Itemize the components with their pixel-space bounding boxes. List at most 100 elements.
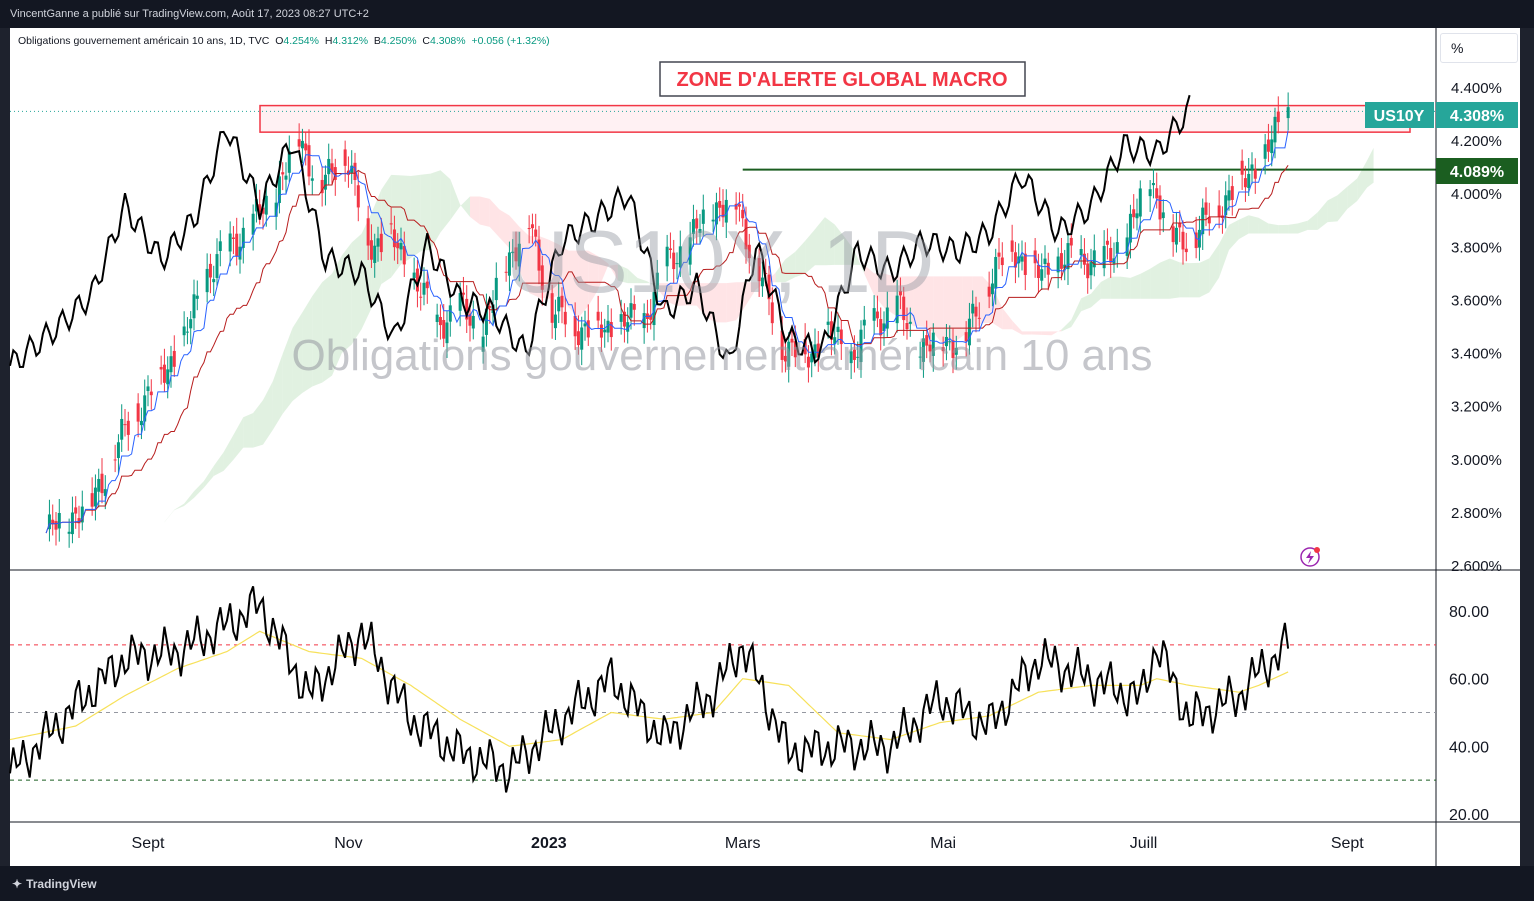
time-tick-label: Juill — [1130, 835, 1158, 852]
candle-body — [583, 323, 587, 327]
kijun-line — [45, 165, 1289, 534]
candle-body — [488, 306, 492, 308]
candle-body — [1217, 205, 1221, 218]
watermark-symbol: US10Y, 1D — [506, 212, 935, 311]
cloud-segment — [1219, 224, 1229, 278]
candle-body — [1102, 246, 1106, 269]
alert-lightning-icon[interactable] — [1300, 547, 1320, 567]
candle-body — [445, 322, 449, 344]
candle-body — [757, 258, 761, 282]
price-tick-label: 4.400% — [1451, 80, 1502, 97]
candle-body — [1151, 183, 1155, 186]
candle-body — [189, 319, 193, 329]
candle-body — [241, 227, 245, 248]
candle-body — [468, 314, 472, 326]
rsi-tick-label: 80.00 — [1449, 604, 1489, 621]
candle-body — [721, 204, 725, 218]
candle-body — [1132, 209, 1136, 218]
candle-body — [300, 140, 304, 149]
candle-body — [419, 296, 423, 298]
candle-body — [1263, 144, 1267, 159]
candle-body — [695, 218, 699, 229]
candle-body — [741, 209, 745, 219]
candle-body — [672, 252, 676, 270]
candle-body — [1204, 202, 1208, 215]
candle-body — [1207, 217, 1211, 224]
legend-c-label: C — [422, 35, 430, 47]
cloud-segment — [381, 174, 392, 285]
series-legend[interactable]: Obligations gouvernement américain 10 an… — [18, 35, 550, 47]
candle-body — [974, 306, 978, 317]
cloud-segment — [795, 240, 806, 278]
candle-body — [941, 347, 945, 352]
candle-body — [47, 514, 51, 530]
candle-body — [856, 356, 860, 358]
candle-body — [366, 218, 370, 246]
candle-body — [783, 355, 787, 362]
candle-body — [1013, 252, 1017, 268]
candle-body — [70, 512, 74, 535]
candle-body — [1158, 195, 1162, 220]
cloud-segment — [854, 250, 865, 274]
cloud-segment — [332, 255, 342, 376]
candle-body — [977, 317, 981, 319]
cloud-segment — [302, 296, 313, 393]
candle-body — [77, 518, 81, 524]
candle-body — [527, 228, 531, 230]
candle-body — [258, 204, 262, 213]
candle-body — [415, 268, 419, 292]
candle-body — [790, 338, 794, 343]
candle-body — [103, 489, 107, 496]
zone-label-box[interactable]: ZONE D'ALERTE GLOBAL MACRO — [659, 61, 1026, 97]
cloud-segment — [174, 503, 185, 511]
candle-body — [649, 314, 653, 320]
cloud-segment — [1051, 329, 1062, 336]
cloud-segment — [410, 174, 421, 259]
rsi-ma-line — [9, 630, 1289, 747]
cloud-segment — [341, 242, 352, 353]
candle-body — [534, 229, 538, 237]
alert-zone — [10, 104, 1436, 171]
candle-body — [1243, 178, 1247, 188]
candle-body — [1066, 243, 1070, 270]
candle-body — [833, 337, 837, 344]
candle-body — [1046, 262, 1050, 275]
cloud-segment — [371, 189, 382, 309]
candle-body — [287, 151, 291, 173]
cloud-segment — [529, 235, 539, 298]
candle-body — [192, 294, 196, 319]
candle-body — [540, 265, 544, 290]
candle-body — [596, 311, 600, 321]
candle-body — [304, 143, 308, 151]
cloud-segment — [1110, 276, 1121, 299]
candle-body — [655, 272, 659, 290]
cloud-segment — [1298, 220, 1308, 234]
candle-body — [1069, 237, 1073, 246]
candle-body — [560, 295, 564, 308]
candle-body — [205, 268, 209, 293]
cloud-segment — [1179, 262, 1190, 298]
cloud-segment — [844, 236, 855, 265]
cloud-segment — [588, 250, 599, 306]
candle-body — [484, 308, 488, 335]
cloud-segment — [1209, 243, 1220, 293]
indicator-lines — [9, 94, 1289, 534]
candle-body — [402, 246, 406, 265]
candle-body — [1115, 242, 1119, 254]
legend-h-value: 4.312% — [332, 35, 369, 47]
last-price-tag-bg — [1436, 102, 1518, 128]
legend-o-label: O — [275, 35, 284, 47]
cloud-segment — [1189, 262, 1200, 298]
candle-body — [787, 341, 791, 367]
candle-body — [1105, 240, 1109, 245]
chart-panel[interactable] — [10, 28, 1520, 866]
candle-body — [895, 295, 899, 324]
candle-body — [392, 229, 396, 248]
percent-scale-button[interactable]: % — [1440, 33, 1518, 63]
tradingview-logo[interactable]: ✦ TradingView — [12, 877, 97, 891]
cloud-segment — [1248, 215, 1259, 234]
candle-body — [829, 321, 833, 340]
cloud-segment — [608, 263, 618, 281]
candle-body — [504, 271, 508, 273]
